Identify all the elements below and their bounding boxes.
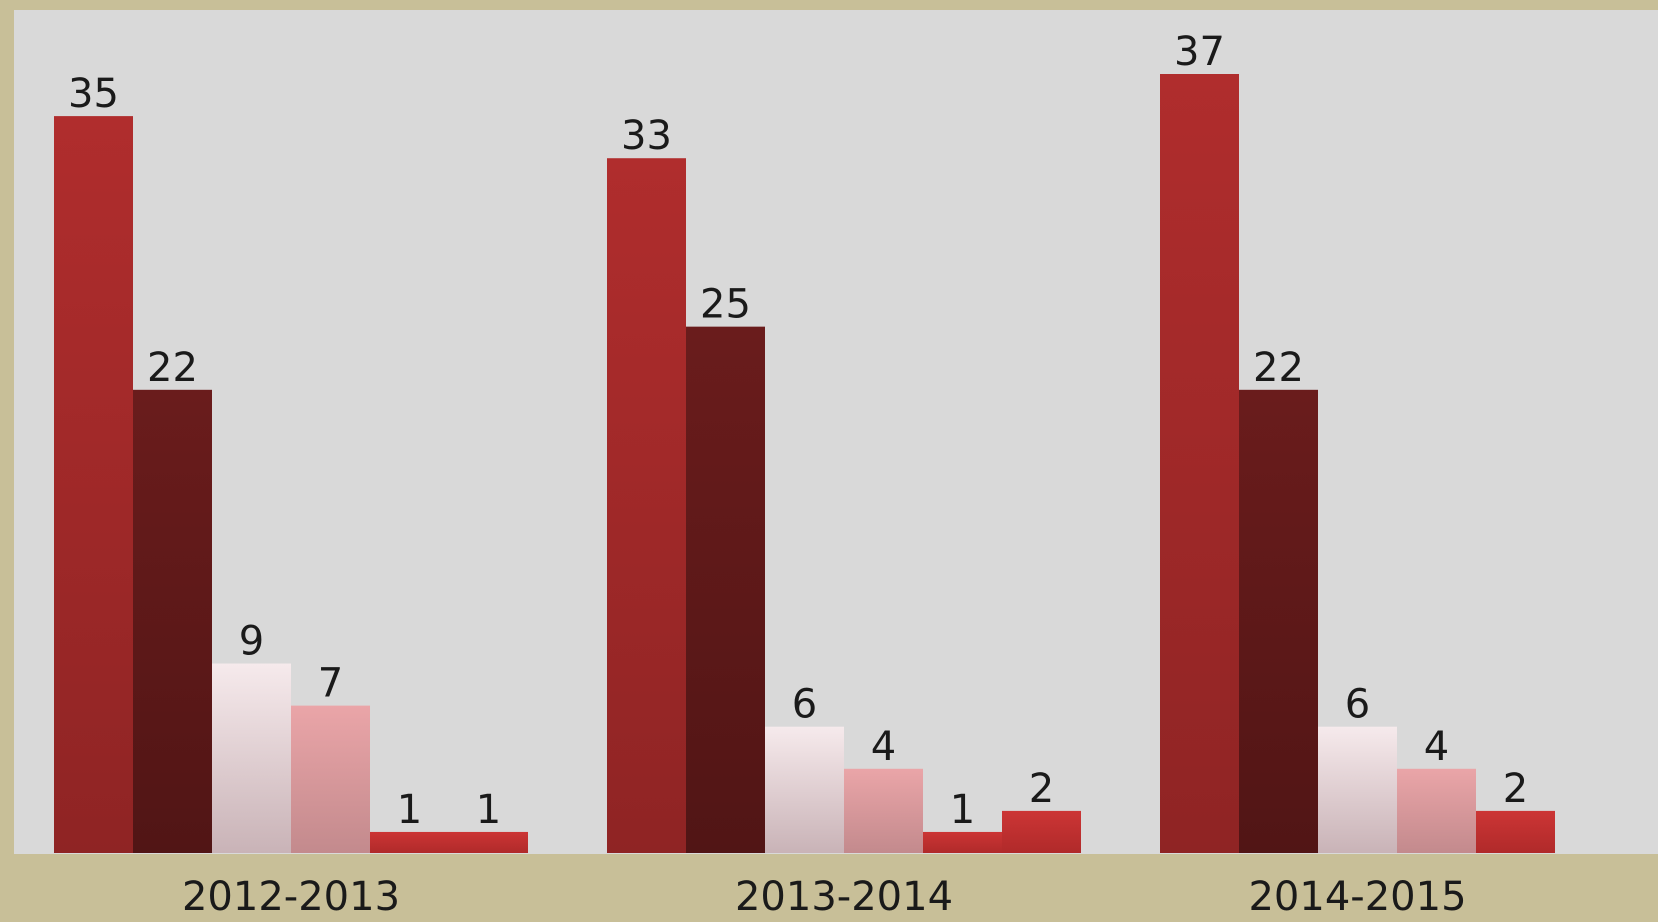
bar-2012-2013-series-4 — [291, 705, 370, 853]
bar-2013-2014-series-3 — [765, 726, 844, 853]
data-label-2013-2014-series-3: 6 — [792, 682, 817, 728]
data-label-2012-2013-series-5: 1 — [397, 787, 422, 833]
data-label-2013-2014-series-4: 4 — [871, 724, 896, 770]
data-label-2012-2013-series-4: 7 — [318, 661, 343, 707]
data-label-2012-2013-series-3: 9 — [239, 619, 264, 665]
bar-2014-2015-series-3 — [1318, 726, 1397, 853]
bar-2014-2015-series-4 — [1397, 768, 1476, 853]
data-label-2012-2013-series-2: 22 — [147, 345, 198, 391]
data-label-2014-2015-series-4: 4 — [1424, 724, 1449, 770]
bars-layer — [54, 74, 1555, 854]
bar-2012-2013-series-5 — [370, 831, 449, 853]
bar-2013-2014-series-1 — [607, 158, 686, 854]
bar-2012-2013-series-6 — [449, 831, 528, 853]
data-label-2012-2013-series-6: 1 — [476, 787, 501, 833]
data-label-2014-2015-series-2: 22 — [1253, 345, 1304, 391]
category-label-2013-2014: 2013-2014 — [735, 874, 953, 918]
bar-2014-2015-series-1 — [1160, 74, 1239, 853]
bar-2012-2013-series-3 — [212, 663, 291, 853]
bar-2014-2015-series-6 — [1476, 810, 1555, 853]
category-labels-layer: 2012-2013 2013-2014 2014-2015 — [182, 874, 1467, 920]
value-labels-layer: 35 22 9 7 1 1 33 25 6 4 1 2 37 22 6 4 2 — [68, 29, 1528, 833]
bar-2012-2013-series-1 — [54, 116, 133, 854]
data-label-2014-2015-series-3: 6 — [1345, 682, 1370, 728]
bar-2013-2014-series-2 — [686, 326, 765, 853]
data-label-2013-2014-series-1: 33 — [621, 113, 672, 159]
data-label-2013-2014-series-2: 25 — [700, 282, 751, 328]
category-label-2012-2013: 2012-2013 — [182, 874, 400, 918]
data-label-2012-2013-series-1: 35 — [68, 71, 119, 117]
bar-2013-2014-series-6 — [1002, 810, 1081, 853]
bar-2013-2014-series-4 — [844, 768, 923, 853]
bar-2014-2015-series-2 — [1239, 389, 1318, 853]
data-label-2013-2014-series-6: 2 — [1029, 766, 1054, 812]
category-label-2014-2015: 2014-2015 — [1248, 874, 1466, 918]
data-label-2013-2014-series-5: 1 — [950, 787, 975, 833]
bar-2012-2013-series-2 — [133, 389, 212, 853]
data-label-2014-2015-series-6: 2 — [1503, 766, 1528, 812]
bar-2013-2014-series-5 — [923, 831, 1002, 853]
data-label-2014-2015-series-1: 37 — [1174, 29, 1225, 75]
